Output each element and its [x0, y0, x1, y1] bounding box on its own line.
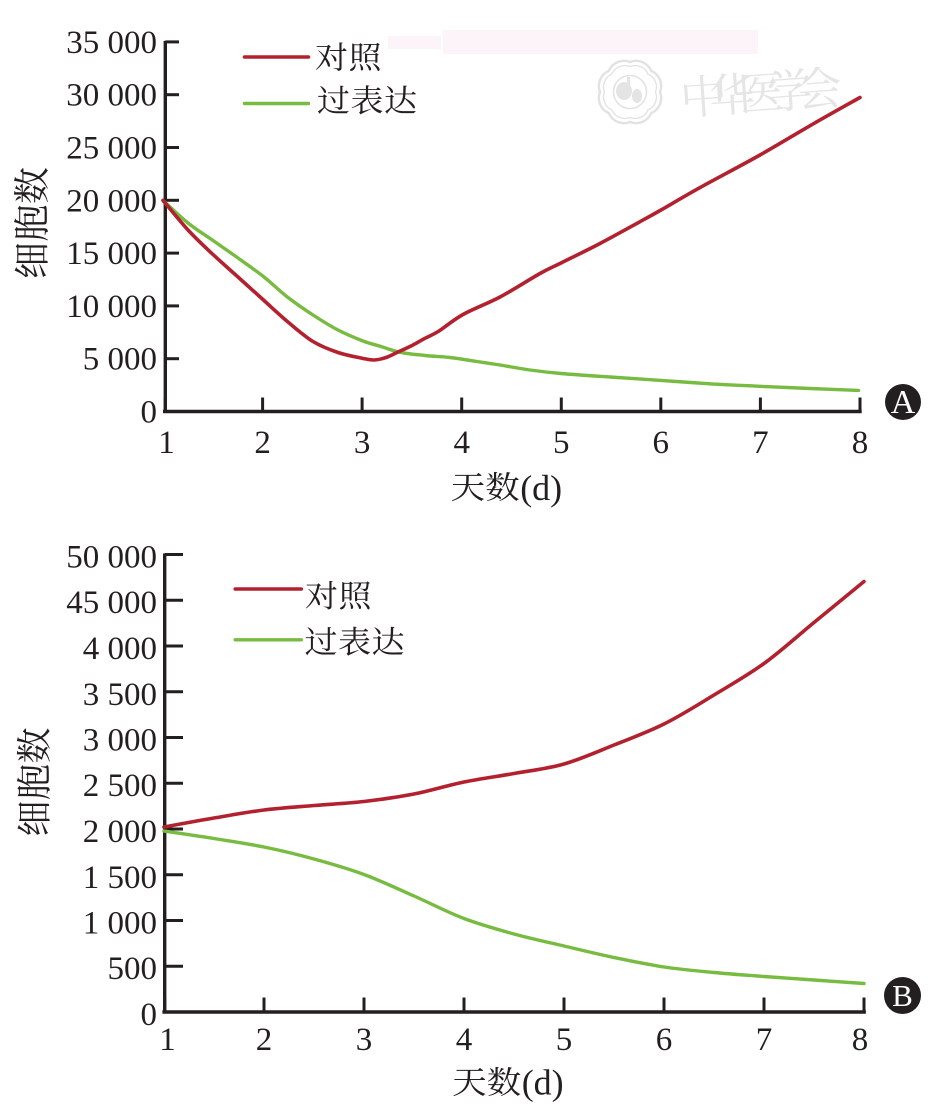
svg-text:4: 4	[456, 1022, 473, 1058]
svg-text:0: 0	[141, 395, 158, 431]
svg-text:4: 4	[453, 425, 470, 461]
svg-text:0: 0	[141, 997, 158, 1033]
svg-text:45 000: 45 000	[66, 585, 157, 621]
svg-text:B: B	[892, 978, 913, 1013]
svg-text:(d): (d)	[520, 468, 562, 508]
svg-text:500: 500	[108, 951, 158, 987]
svg-text:10 000: 10 000	[66, 289, 157, 325]
svg-text:8: 8	[852, 425, 869, 461]
svg-text:7: 7	[752, 425, 769, 461]
svg-text:3 000: 3 000	[83, 723, 157, 759]
svg-text:3 500: 3 500	[83, 677, 157, 713]
svg-text:6: 6	[656, 1022, 673, 1058]
svg-text:2: 2	[254, 425, 271, 461]
svg-text:4 000: 4 000	[83, 631, 157, 667]
svg-text:35 000: 35 000	[66, 25, 157, 61]
svg-text:3: 3	[356, 1022, 373, 1058]
svg-text:8: 8	[852, 1022, 869, 1058]
svg-text:5 000: 5 000	[83, 342, 157, 378]
svg-text:3: 3	[354, 425, 371, 461]
svg-text:2: 2	[256, 1022, 273, 1058]
svg-text:1 000: 1 000	[83, 906, 157, 942]
svg-text:(d): (d)	[522, 1063, 564, 1103]
svg-text:7: 7	[756, 1022, 773, 1058]
svg-text:30 000: 30 000	[66, 78, 157, 114]
svg-text:1 500: 1 500	[83, 860, 157, 896]
svg-text:15 000: 15 000	[66, 236, 157, 272]
svg-text:50 000: 50 000	[66, 540, 157, 576]
svg-text:20 000: 20 000	[66, 183, 157, 219]
svg-text:5: 5	[553, 425, 570, 461]
svg-text:1: 1	[159, 1022, 176, 1058]
svg-text:5: 5	[556, 1022, 573, 1058]
svg-text:A: A	[891, 384, 916, 421]
svg-text:6: 6	[653, 425, 670, 461]
svg-text:1: 1	[158, 425, 175, 461]
svg-text:2 500: 2 500	[83, 768, 157, 804]
svg-text:25 000: 25 000	[66, 131, 157, 167]
svg-text:2 000: 2 000	[83, 814, 157, 850]
